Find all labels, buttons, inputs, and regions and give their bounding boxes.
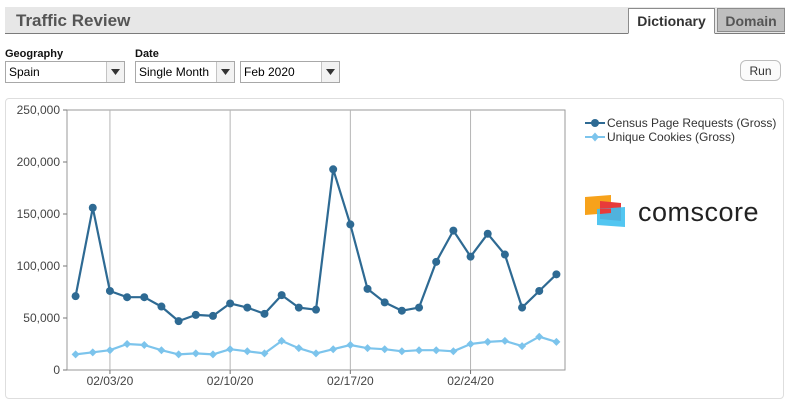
- data-point-unique-cookies: [157, 346, 166, 355]
- comscore-logo: comscore: [585, 195, 785, 229]
- data-point-page-requests: [88, 203, 97, 212]
- data-point-unique-cookies: [363, 344, 372, 353]
- chart-panel: [5, 98, 784, 399]
- data-point-page-requests: [140, 293, 149, 302]
- geography-value: Spain: [9, 65, 40, 79]
- x-tick-label: 02/10/20: [207, 374, 254, 388]
- y-tick-label: 0: [53, 363, 60, 377]
- data-point-page-requests: [329, 165, 338, 174]
- data-point-unique-cookies: [397, 347, 406, 356]
- date-mode-value: Single Month: [139, 65, 210, 79]
- data-point-unique-cookies: [277, 336, 286, 345]
- data-point-unique-cookies: [174, 350, 183, 359]
- data-point-page-requests: [483, 229, 492, 238]
- chevron-down-icon[interactable]: [216, 62, 234, 82]
- data-point-page-requests: [191, 310, 200, 319]
- circle-marker-icon: [585, 119, 605, 127]
- data-point-page-requests: [380, 298, 389, 307]
- month-value: Feb 2020: [244, 65, 295, 79]
- data-point-unique-cookies: [432, 346, 441, 355]
- data-point-unique-cookies: [500, 336, 509, 345]
- legend-label: Census Page Requests (Gross): [607, 116, 777, 130]
- x-tick-label: 02/17/20: [327, 374, 374, 388]
- data-point-page-requests: [294, 303, 303, 312]
- data-point-unique-cookies: [105, 346, 114, 355]
- data-point-unique-cookies: [294, 344, 303, 353]
- data-point-page-requests: [312, 305, 320, 314]
- data-point-unique-cookies: [415, 346, 424, 355]
- data-point-unique-cookies: [191, 349, 200, 358]
- data-point-unique-cookies: [329, 345, 338, 354]
- legend-label: Unique Cookies (Gross): [607, 130, 736, 144]
- y-tick-label: 250,000: [17, 103, 61, 117]
- data-point-unique-cookies: [71, 350, 80, 359]
- y-tick-label: 150,000: [17, 207, 61, 221]
- date-mode-select[interactable]: Single Month: [135, 61, 235, 83]
- tab-domain[interactable]: Domain: [717, 8, 785, 32]
- geography-label: Geography: [5, 48, 64, 60]
- data-point-unique-cookies: [243, 347, 252, 356]
- data-point-page-requests: [226, 299, 235, 308]
- data-point-unique-cookies: [260, 349, 269, 358]
- data-point-page-requests: [500, 250, 509, 259]
- data-point-page-requests: [243, 303, 252, 312]
- x-tick-label: 02/03/20: [87, 374, 134, 388]
- page-header: Traffic Review Dictionary Domain: [5, 7, 785, 34]
- tab-dictionary[interactable]: Dictionary: [628, 8, 715, 34]
- data-point-unique-cookies: [123, 340, 132, 348]
- data-point-unique-cookies: [226, 345, 235, 354]
- data-point-page-requests: [208, 311, 217, 320]
- comscore-wordmark: comscore: [638, 197, 760, 227]
- data-point-page-requests: [518, 303, 527, 312]
- data-point-page-requests: [157, 302, 166, 311]
- data-point-page-requests: [123, 293, 132, 302]
- month-select[interactable]: Feb 2020: [240, 61, 340, 83]
- data-point-page-requests: [71, 292, 80, 301]
- y-tick-label: 100,000: [17, 259, 61, 273]
- data-point-page-requests: [449, 226, 458, 235]
- data-point-unique-cookies: [380, 345, 389, 354]
- chevron-down-icon[interactable]: [321, 62, 339, 82]
- data-point-unique-cookies: [552, 337, 561, 346]
- data-point-page-requests: [174, 317, 183, 326]
- geography-select[interactable]: Spain: [5, 61, 125, 83]
- date-label: Date: [135, 48, 159, 60]
- data-point-page-requests: [105, 286, 114, 295]
- page-title: Traffic Review: [16, 11, 131, 30]
- y-tick-label: 50,000: [23, 311, 60, 325]
- data-point-page-requests: [466, 252, 475, 261]
- data-point-page-requests: [363, 284, 372, 293]
- data-point-page-requests: [277, 291, 286, 300]
- y-tick-label: 200,000: [17, 155, 61, 169]
- data-point-unique-cookies: [449, 347, 458, 356]
- data-point-unique-cookies: [312, 349, 320, 358]
- data-point-page-requests: [260, 309, 269, 318]
- diamond-marker-icon: [585, 132, 605, 142]
- data-point-unique-cookies: [346, 341, 355, 350]
- data-point-page-requests: [552, 270, 561, 279]
- data-point-page-requests: [397, 306, 406, 315]
- chevron-down-icon[interactable]: [106, 62, 124, 82]
- x-tick-label: 02/24/20: [447, 374, 494, 388]
- data-point-page-requests: [346, 220, 355, 229]
- run-button[interactable]: Run: [740, 60, 781, 81]
- plot-area: [66, 109, 566, 371]
- data-point-page-requests: [432, 257, 441, 266]
- data-point-unique-cookies: [518, 342, 527, 351]
- data-point-unique-cookies: [483, 337, 492, 346]
- data-point-page-requests: [415, 303, 424, 312]
- data-point-unique-cookies: [88, 348, 97, 357]
- data-point-unique-cookies: [466, 340, 475, 348]
- data-point-page-requests: [535, 286, 544, 295]
- comscore-logo-icon: [585, 195, 625, 227]
- data-point-unique-cookies: [535, 332, 544, 341]
- data-point-unique-cookies: [140, 341, 149, 350]
- data-point-unique-cookies: [208, 350, 217, 359]
